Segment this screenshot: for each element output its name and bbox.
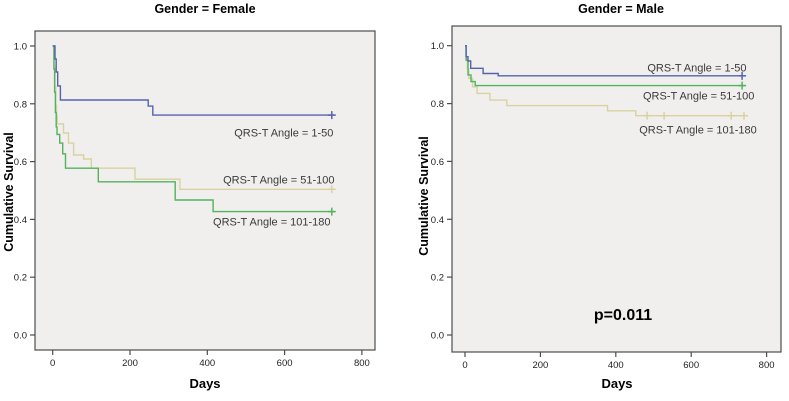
survival-curve (52, 45, 335, 213)
series-label: QRS-T Angle = 1-50 (234, 128, 333, 140)
km-plot-female: 1.0 0.8 0.6 0.4 0.2 0.0 0 200 400 600 800 QRS-T Ang… (14, 30, 376, 369)
x-tick-label: 0 (462, 360, 467, 371)
panel-female-title: Gender = Female (154, 2, 256, 16)
p-value-annotation: p=0.011 (594, 307, 652, 324)
y-tick-label: 1.0 (431, 41, 444, 52)
km-plot-male: 1.0 0.8 0.6 0.4 0.2 0.0 0 200 400 600 800 QRS-T Ang… (431, 25, 782, 371)
y-tick-label: 0.8 (14, 99, 27, 110)
x-tick-label: 600 (277, 358, 293, 369)
x-axis-label-male: Days (601, 376, 633, 391)
x-tick-label: 600 (683, 360, 699, 371)
y-tick-label: 0.2 (14, 273, 27, 284)
y-axis-label-female: Cumulative Survival (2, 132, 16, 252)
series-label: QRS-T Angle = 1-50 (647, 63, 746, 75)
series-label: QRS-T Angle = 101-180 (639, 124, 757, 136)
survival-curve (465, 45, 745, 77)
x-tick-label: 400 (199, 358, 215, 369)
x-tick-label: 800 (759, 360, 775, 371)
series-label: QRS-T Angle = 51-100 (223, 175, 334, 187)
x-tick-label: 0 (50, 358, 55, 369)
x-tick-label: 800 (354, 358, 370, 369)
y-tick-label: 0.4 (431, 215, 444, 226)
y-tick-label: 0.0 (431, 331, 444, 342)
y-tick-label: 1.0 (14, 42, 27, 53)
y-tick-label: 0.8 (431, 99, 444, 110)
panel-female: Gender = Female 1.0 0.8 0.6 0.4 0.2 0.0 0 200 40… (0, 0, 394, 401)
panel-male-title: Gender = Male (578, 2, 664, 16)
x-axis-label-female: Days (189, 376, 221, 391)
x-tick-label: 200 (532, 360, 548, 371)
y-tick-label: 0.0 (14, 331, 27, 342)
panel-male: Gender = Male 1.0 0.8 0.6 0.4 0.2 0.0 0 200 400 6… (394, 0, 789, 401)
plot-area (34, 30, 376, 351)
y-tick-label: 0.6 (431, 157, 444, 168)
y-tick-label: 0.4 (14, 215, 27, 226)
plot-area (451, 25, 782, 353)
series-label: QRS-T Angle = 101-180 (213, 217, 331, 229)
series-label: QRS-T Angle = 51-100 (643, 91, 754, 103)
y-axis-label-male: Cumulative Survival (417, 136, 431, 256)
y-tick-label: 0.2 (431, 273, 444, 284)
x-tick-label: 400 (608, 360, 624, 371)
y-tick-label: 0.6 (14, 157, 27, 168)
survival-curve (52, 45, 335, 116)
x-tick-label: 200 (122, 358, 138, 369)
